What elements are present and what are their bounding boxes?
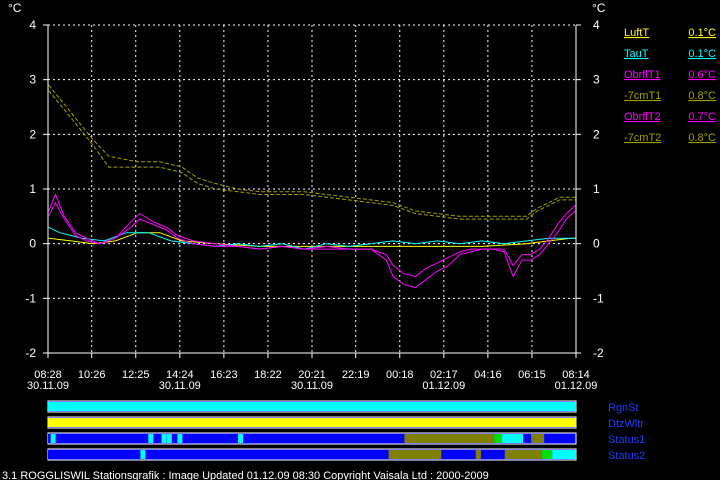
- x-tick-time: 22:19: [342, 369, 370, 381]
- legend-name-7cmt2: -7cmT2: [624, 132, 661, 144]
- status-segment: [531, 434, 545, 443]
- status-mark: [177, 434, 183, 443]
- x-tick-date: 01.12.09: [422, 380, 465, 392]
- legend-value-7cmt1: 0.8°C: [688, 90, 716, 102]
- series-line-obrflt2: [48, 201, 576, 278]
- y-tick-label-right: 2: [593, 127, 600, 141]
- x-tick-time: 00:18: [386, 369, 414, 381]
- x-tick-date: 30.11.09: [27, 380, 69, 392]
- status-segment: [48, 434, 405, 443]
- series-line-7cmt2: [48, 84, 576, 217]
- status-segment: [441, 450, 476, 459]
- x-tick-time: 06:15: [518, 369, 546, 381]
- legend-name-obrflt1: ObrflT1: [624, 69, 661, 81]
- x-tick-time: 10:26: [78, 369, 106, 381]
- status-label-dtzwltr: DtzWltr: [608, 418, 644, 430]
- legend-value-obrflt1: 0.6°C: [688, 69, 716, 81]
- status-mark: [166, 434, 172, 443]
- status-segment: [48, 450, 389, 459]
- status-mark: [140, 450, 146, 459]
- y-tick-label-right: -2: [593, 346, 604, 360]
- x-tick-time: 14:24: [166, 369, 194, 381]
- status-segment: [502, 434, 524, 443]
- series-line-luftt: [48, 232, 576, 247]
- x-tick-time: 18:22: [254, 369, 282, 381]
- y-tick-label-left: 2: [29, 127, 36, 141]
- status-segment: [544, 434, 574, 443]
- status-label-rgnst: RgnSt: [608, 402, 639, 414]
- chart-grid: [47, 24, 577, 354]
- x-tick-time: 08:28: [34, 369, 62, 381]
- legend-name-7cmt1: -7cmT1: [624, 90, 661, 102]
- legend-value-obrflt2: 0.7°C: [688, 111, 716, 123]
- y-tick-label-right: 0: [593, 237, 600, 251]
- status-segment: [504, 450, 542, 459]
- x-tick-time: 08:14: [562, 369, 590, 381]
- y-tick-label-right: 3: [593, 73, 600, 87]
- status-segment: [48, 402, 576, 411]
- x-tick-date: 30.11.09: [291, 380, 333, 392]
- y-unit-right: °C: [592, 1, 606, 15]
- y-tick-label-left: 0: [29, 237, 36, 251]
- y-tick-label-right: 1: [593, 182, 600, 196]
- status-segment: [475, 450, 481, 459]
- y-tick-label-right: -1: [593, 291, 604, 305]
- footer-text: 3.1 ROGGLISWIL Stationsgrafik : Image Up…: [2, 470, 489, 480]
- status-mark: [238, 434, 244, 443]
- x-tick-time: 16:23: [210, 369, 238, 381]
- status-label-status2: Status2: [608, 450, 645, 462]
- status-label-status1: Status1: [608, 434, 645, 446]
- status-segment: [48, 418, 576, 427]
- x-tick-time: 12:25: [122, 369, 150, 381]
- series-line-taut: [48, 226, 576, 250]
- status-bars: RgnSt DtzWltr Status1 Status2: [47, 400, 645, 462]
- series-line-7cmt1: [48, 90, 576, 220]
- legend-value-taut: 0.1°C: [688, 48, 716, 60]
- status-mark: [148, 434, 154, 443]
- legend-value-luftt: 0.1°C: [688, 27, 716, 39]
- status-mark: [50, 434, 56, 443]
- series-lines: [48, 84, 576, 288]
- legend-name-obrflt2: ObrflT2: [624, 111, 661, 123]
- y-unit-left: °C: [8, 1, 22, 15]
- x-tick-time: 02:17: [430, 369, 458, 381]
- status-segment: [541, 450, 553, 459]
- x-tick-date: 01.12.09: [555, 380, 598, 392]
- chart-axes: [43, 24, 581, 358]
- x-tick-time: 04:16: [474, 369, 502, 381]
- y-tick-label-left: -2: [25, 346, 36, 360]
- status-segment: [404, 434, 495, 443]
- status-segment: [523, 434, 532, 443]
- legend-name-taut: TauT: [624, 48, 649, 60]
- x-tick-time: 20:21: [298, 369, 326, 381]
- status-segment: [494, 434, 503, 443]
- y-tick-label-left: -1: [25, 291, 36, 305]
- status-segment: [552, 450, 576, 459]
- status-segment: [480, 450, 505, 459]
- y-tick-label-left: 4: [29, 18, 36, 32]
- y-tick-label-left: 3: [29, 73, 36, 87]
- status-segment: [388, 450, 442, 459]
- y-tick-label-left: 1: [29, 182, 36, 196]
- legend-name-luftt: LuftT: [624, 27, 649, 39]
- y-tick-labels: 4 4 3 3 2 2 1 1 0 0 -1 -1 -2 -2: [25, 18, 604, 360]
- legend-value-7cmt2: 0.8°C: [688, 132, 716, 144]
- legend: LuftT 0.1°C TauT 0.1°C ObrflT1 0.6°C -7cmT1 0.8…: [624, 27, 716, 144]
- y-tick-label-right: 4: [593, 18, 600, 32]
- x-tick-date: 30.11.09: [159, 380, 201, 392]
- status-mark: [161, 434, 167, 443]
